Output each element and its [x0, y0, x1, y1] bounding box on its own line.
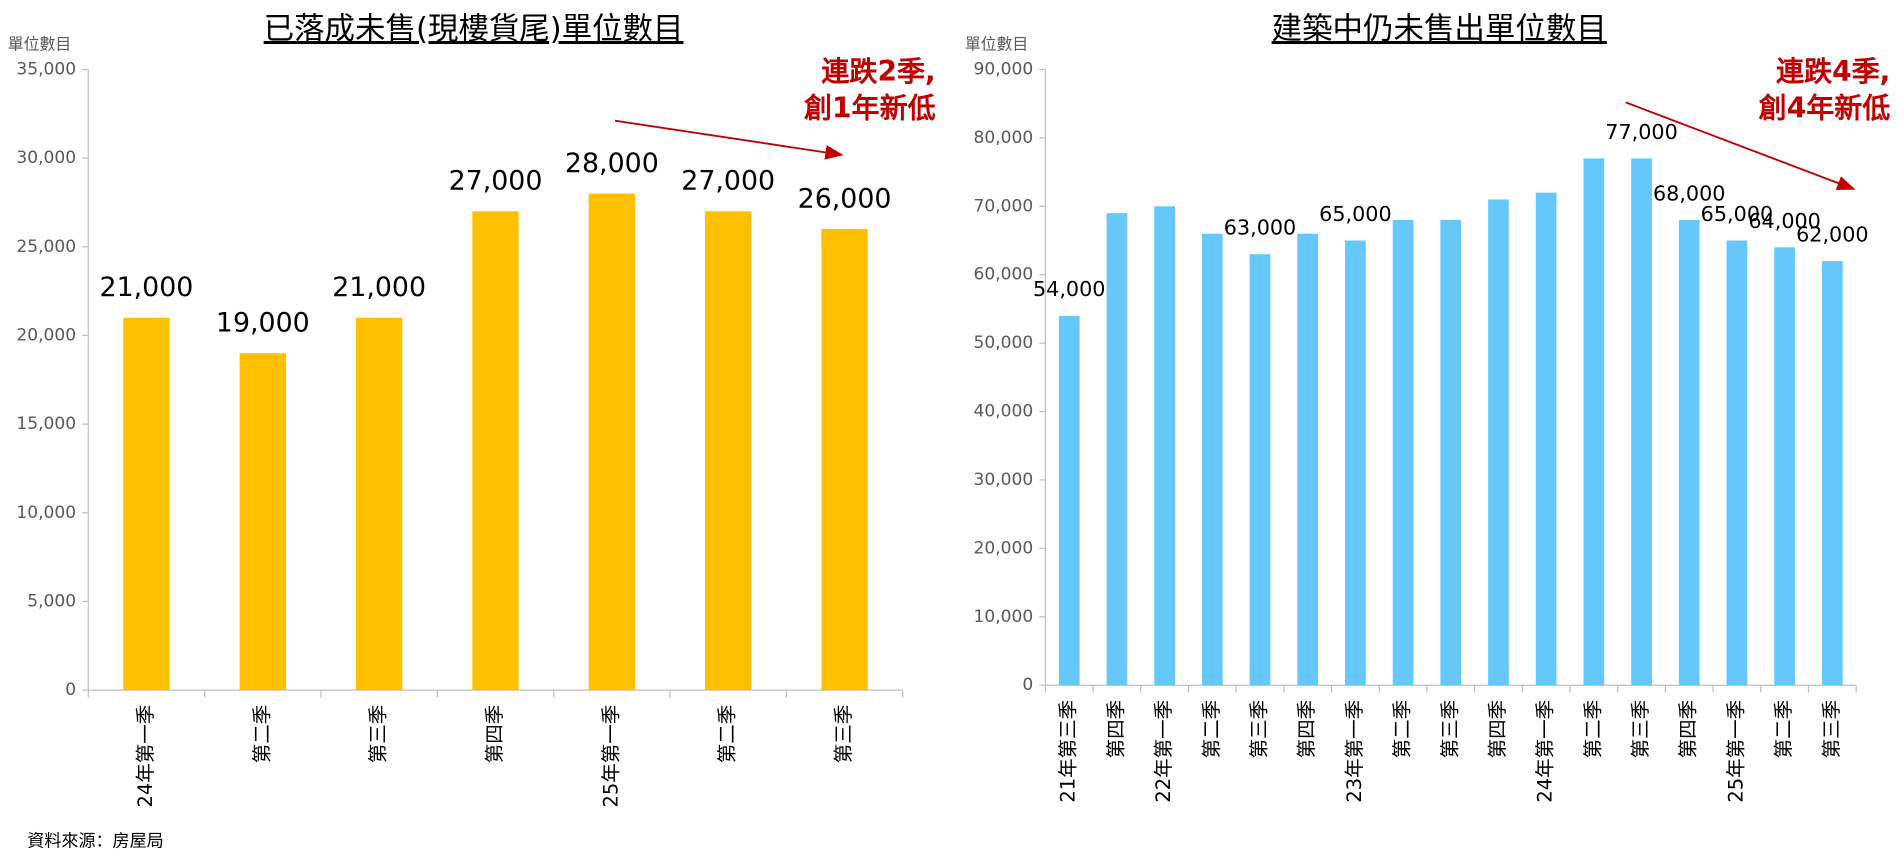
bar: [1249, 254, 1271, 686]
bar: [1821, 261, 1843, 686]
data-label: 65,000: [1319, 202, 1392, 226]
trend-arrow: [614, 119, 844, 160]
x-tick-label: 第二季: [716, 705, 739, 764]
x-tick-label: 22年第一季: [1152, 700, 1175, 803]
data-label: 65,000: [1701, 202, 1774, 226]
x-tick-label: 第二季: [1391, 700, 1414, 759]
bar: [1535, 192, 1557, 686]
y-tick-label: 25,000: [16, 237, 76, 257]
data-label: 19,000: [216, 307, 310, 338]
x-tick-label: 第三季: [1438, 700, 1461, 759]
x-tick-label: 第三季: [1820, 700, 1843, 759]
y-tick-label: 30,000: [974, 470, 1034, 490]
x-tick-label: 25年第一季: [1724, 700, 1747, 803]
x-tick-label: 第四季: [1104, 700, 1127, 759]
y-tick-label: 0: [1022, 675, 1033, 695]
x-tick-label: 第三季: [367, 705, 390, 764]
bar: [821, 229, 868, 691]
bar: [1774, 247, 1795, 686]
x-tick-label: 第三季: [1248, 700, 1271, 759]
bar: [588, 193, 636, 691]
x-tick-label: 第三季: [832, 705, 855, 764]
bar: [1201, 233, 1223, 686]
bar: [239, 353, 286, 691]
bar: [1726, 240, 1748, 686]
x-tick-label: 24年第一季: [1534, 700, 1557, 803]
bar: [1058, 315, 1080, 686]
data-label: 27,000: [449, 166, 543, 197]
data-label: 28,000: [565, 148, 659, 179]
chart-title: 已落成未售(現樓貨尾)單位數目: [264, 12, 684, 47]
bar: [1345, 240, 1366, 686]
y-tick-label: 5,000: [27, 591, 76, 611]
data-label: 64,000: [1748, 209, 1821, 233]
x-tick-label: 第四季: [1486, 700, 1509, 759]
y-tick-label: 35,000: [16, 59, 76, 79]
y-tick-label: 80,000: [974, 128, 1034, 148]
data-label: 62,000: [1796, 222, 1869, 246]
y-tick-label: 20,000: [974, 538, 1034, 558]
chart-title: 建築中仍未售出單位數目: [1272, 12, 1607, 47]
bar: [1392, 220, 1414, 686]
x-tick-label: 第四季: [483, 705, 506, 764]
data-label: 21,000: [100, 272, 194, 303]
y-tick-label: 30,000: [16, 148, 76, 168]
y-tick-label: 0: [65, 680, 76, 700]
y-tick-label: 10,000: [974, 607, 1034, 627]
x-tick-label: 24年第一季: [134, 705, 157, 808]
data-label: 63,000: [1224, 216, 1297, 240]
y-tick-label: 70,000: [974, 196, 1034, 216]
y-tick-label: 10,000: [16, 503, 76, 523]
bar: [355, 317, 403, 691]
bar: [1440, 220, 1462, 686]
data-label: 54,000: [1033, 277, 1106, 301]
y-tick-label: 20,000: [16, 325, 76, 345]
y-tick-label: 60,000: [974, 265, 1034, 285]
data-label: 77,000: [1605, 120, 1678, 144]
x-tick-label: 23年第一季: [1343, 700, 1366, 803]
x-tick-label: 第二季: [1200, 700, 1223, 759]
y-axis-label: 單位數目: [965, 35, 1028, 54]
y-tick-label: 50,000: [974, 333, 1034, 353]
bar: [1106, 213, 1128, 686]
annotation: 連跌4季,: [1776, 55, 1890, 88]
bar: [1678, 220, 1700, 686]
x-tick-label: 第二季: [1772, 700, 1795, 759]
x-tick-label: 第二季: [250, 705, 273, 764]
bar: [1631, 158, 1652, 686]
annotation: 創1年新低: [804, 92, 936, 125]
data-label: 68,000: [1653, 181, 1726, 205]
trend-arrow: [1625, 101, 1856, 190]
bar: [1297, 233, 1319, 686]
data-label: 26,000: [798, 183, 892, 214]
y-tick-label: 15,000: [16, 414, 76, 434]
x-tick-label: 第四季: [1295, 700, 1318, 759]
x-tick-label: 25年第一季: [599, 705, 622, 808]
bar: [1583, 158, 1605, 686]
bar: [705, 211, 752, 691]
y-axis-label: 單位數目: [8, 35, 71, 54]
source: 資料來源：房屋局: [27, 831, 163, 851]
data-label: 27,000: [681, 166, 775, 197]
bar: [472, 211, 519, 691]
annotation: 創4年新低: [1759, 92, 1891, 125]
bar: [1154, 206, 1175, 686]
x-tick-label: 第三季: [1629, 700, 1652, 759]
x-tick-label: 21年第三季: [1057, 700, 1080, 803]
x-tick-label: 第四季: [1677, 700, 1700, 759]
y-tick-label: 40,000: [974, 402, 1034, 422]
annotation: 連跌2季,: [821, 55, 935, 88]
y-tick-label: 90,000: [974, 59, 1034, 79]
bar: [1488, 199, 1509, 686]
bar: [123, 317, 170, 691]
x-tick-label: 第二季: [1581, 700, 1604, 759]
data-label: 21,000: [332, 272, 426, 303]
